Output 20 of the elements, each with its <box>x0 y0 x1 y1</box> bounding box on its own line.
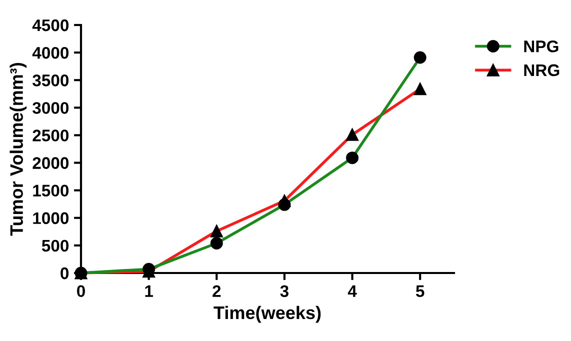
x-tick-label: 5 <box>416 285 424 298</box>
y-tick-label: 2500 <box>32 130 69 142</box>
y-tick-label: 4000 <box>32 46 69 59</box>
y-axis-title: Tumor Volume(mm³) <box>10 62 27 236</box>
y-tick-label: 3500 <box>32 74 69 86</box>
x-tick-label: 1 <box>145 285 153 297</box>
x-tick-label: 3 <box>280 285 288 298</box>
legend-label: NRG <box>524 64 560 76</box>
legend-label: NPG <box>524 40 558 52</box>
y-tick-label: 3000 <box>32 102 69 114</box>
y-tick-label: 1500 <box>33 184 69 197</box>
x-axis-title: Time(weeks) <box>214 306 321 323</box>
y-tick-label: 500 <box>42 240 69 252</box>
x-tick-label: 0 <box>77 285 85 298</box>
y-tick-label: 0 <box>60 267 69 280</box>
y-tick-label: 4500 <box>32 19 69 32</box>
y-tick-label: 1000 <box>33 212 69 224</box>
y-tick-label: 2000 <box>32 157 69 169</box>
x-tick-label: 4 <box>348 285 357 297</box>
x-tick-label: 2 <box>212 285 221 297</box>
